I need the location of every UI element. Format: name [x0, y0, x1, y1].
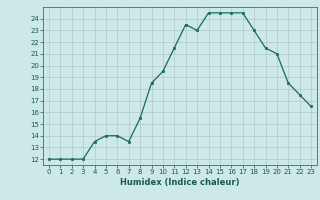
X-axis label: Humidex (Indice chaleur): Humidex (Indice chaleur): [120, 178, 240, 187]
